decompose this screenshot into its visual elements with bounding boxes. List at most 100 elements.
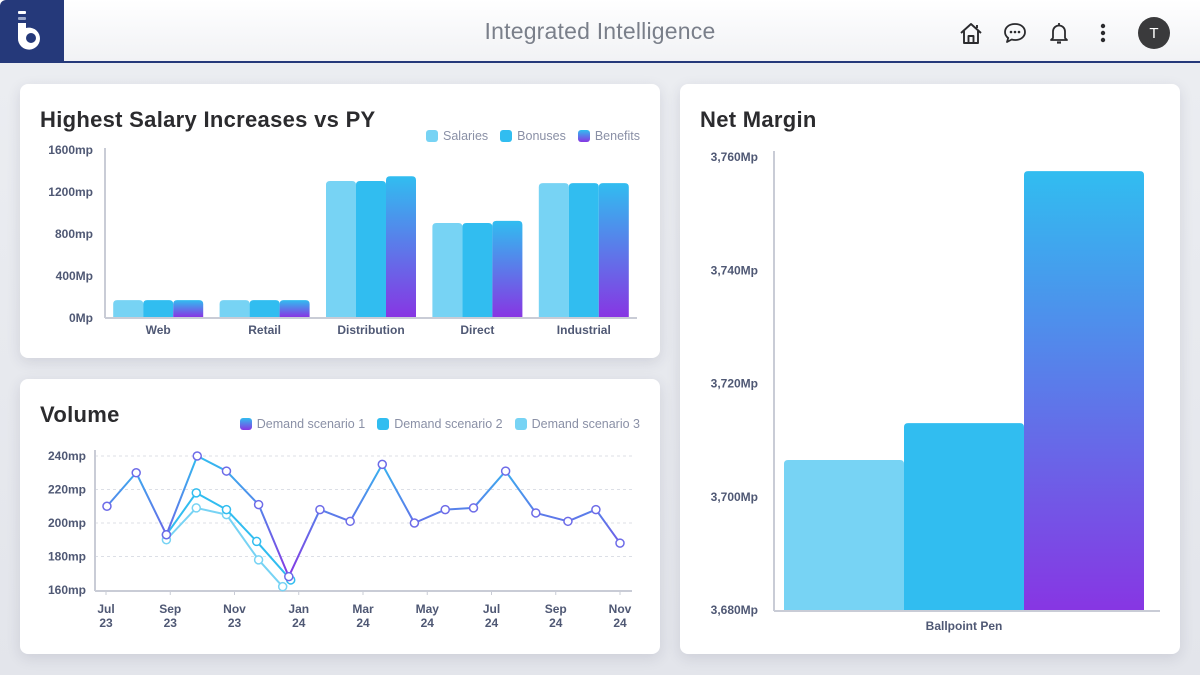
- y-tick-label: 180mp: [48, 550, 86, 564]
- y-tick-label: 200mp: [48, 516, 86, 530]
- margin-bar-3[interactable]: [1024, 171, 1144, 610]
- y-tick-label: 1600mp: [48, 143, 93, 157]
- bar-salaries-distribution[interactable]: [326, 180, 356, 317]
- legend-label: Demand scenario 1: [256, 417, 366, 431]
- salary-increases-card: Highest Salary Increases vs PY Salaries …: [20, 84, 660, 358]
- bar-bonuses-retail[interactable]: [249, 300, 280, 317]
- data-point[interactable]: [468, 503, 479, 513]
- legend-label: Demand scenario 2: [394, 417, 503, 431]
- x-tick-label: Web: [146, 323, 171, 337]
- data-point[interactable]: [531, 508, 541, 518]
- bar-salaries-retail[interactable]: [219, 300, 250, 317]
- chat-button[interactable]: [1002, 20, 1028, 46]
- data-point[interactable]: [377, 459, 388, 470]
- y-tick-label: 3,740Mp: [711, 263, 758, 277]
- net-margin-card-title: Net Margin: [700, 107, 817, 132]
- legend-item-bonuses[interactable]: Bonuses: [500, 129, 566, 143]
- y-tick-label: 800mp: [55, 227, 93, 241]
- bar-bonuses-web[interactable]: [143, 300, 174, 317]
- x-tick-label: 24: [613, 616, 627, 630]
- x-tick-label: 24: [356, 616, 370, 630]
- line-demand-scenario-1[interactable]: [106, 455, 621, 578]
- x-tick-label: Nov: [223, 602, 246, 616]
- data-point[interactable]: [221, 466, 232, 476]
- data-point[interactable]: [253, 555, 264, 565]
- notifications-button[interactable]: [1046, 20, 1072, 46]
- salary-legend: Salaries Bonuses Benefits: [426, 129, 640, 143]
- data-point[interactable]: [253, 499, 264, 510]
- x-tick-label: Jan: [288, 602, 309, 616]
- data-point[interactable]: [131, 468, 141, 478]
- data-point[interactable]: [500, 466, 511, 476]
- more-options-button[interactable]: [1090, 20, 1116, 46]
- salary-chart: 0Mp 400Mp 800mp 1200mp 1600mp Web Retail Distri…: [48, 143, 637, 337]
- data-point[interactable]: [615, 538, 625, 548]
- x-tick-label: 24: [292, 616, 306, 630]
- data-point[interactable]: [563, 516, 573, 527]
- data-point[interactable]: [192, 451, 202, 461]
- top-bar: Integrated Intelligence T: [0, 0, 1200, 63]
- bar-bonuses-industrial[interactable]: [568, 183, 599, 317]
- x-tick-label: May: [416, 602, 440, 616]
- volume-card: Volume Demand scenario 1 Demand scenario…: [20, 379, 660, 654]
- x-tick-label: Jul: [483, 602, 500, 616]
- data-point[interactable]: [409, 518, 420, 528]
- x-tick-label: Direct: [460, 323, 494, 337]
- x-tick-label: Sep: [545, 602, 567, 616]
- data-point[interactable]: [345, 516, 355, 527]
- data-point[interactable]: [102, 501, 112, 511]
- legend-item-salaries[interactable]: Salaries: [426, 129, 488, 143]
- bell-icon: [1050, 23, 1068, 44]
- bar-benefits-retail[interactable]: [279, 300, 310, 317]
- margin-bar-1[interactable]: [784, 459, 904, 610]
- y-tick-label: 3,700Mp: [711, 490, 758, 504]
- y-tick-label: 240mp: [48, 449, 86, 463]
- bar-benefits-distribution[interactable]: [386, 176, 416, 317]
- bonuses-swatch: [500, 130, 513, 142]
- legend-item-benefits[interactable]: Benefits: [577, 129, 640, 143]
- y-tick-label: 160mp: [48, 583, 86, 597]
- legend-label: Benefits: [594, 129, 640, 143]
- data-point[interactable]: [191, 488, 202, 498]
- bar-benefits-direct[interactable]: [492, 220, 523, 317]
- legend-item-scenario-2[interactable]: Demand scenario 2: [377, 417, 503, 431]
- data-point[interactable]: [315, 504, 325, 515]
- y-tick-label: 400Mp: [56, 269, 93, 283]
- y-tick-label: 3,680Mp: [711, 603, 758, 617]
- x-tick-label: Industrial: [557, 323, 611, 337]
- bar-benefits-web[interactable]: [173, 300, 204, 317]
- x-tick-label: 23: [99, 616, 113, 630]
- net-margin-chart: 3,680Mp 3,700Mp 3,720Mp 3,740Mp 3,760Mp Ballp…: [711, 150, 1160, 633]
- data-point[interactable]: [277, 581, 288, 592]
- net-margin-card: Net Margin 3,680Mp 3,700Mp 3,720Mp 3,740Mp 3…: [680, 84, 1180, 654]
- app-logo[interactable]: [0, 0, 64, 63]
- data-point[interactable]: [591, 504, 601, 515]
- margin-bar-2[interactable]: [904, 423, 1024, 610]
- user-avatar[interactable]: T: [1138, 17, 1170, 49]
- bar-salaries-industrial[interactable]: [538, 183, 569, 317]
- legend-label: Demand scenario 3: [531, 417, 640, 431]
- data-point[interactable]: [221, 504, 232, 515]
- bar-salaries-direct[interactable]: [432, 222, 463, 317]
- x-tick-label: Distribution: [337, 323, 404, 337]
- legend-item-scenario-1[interactable]: Demand scenario 1: [239, 417, 366, 431]
- data-point[interactable]: [251, 536, 262, 547]
- legend-label: Salaries: [443, 129, 489, 143]
- y-tick-label: 3,720Mp: [711, 377, 758, 391]
- bar-salaries-web[interactable]: [113, 300, 144, 317]
- bar-benefits-industrial[interactable]: [598, 183, 629, 317]
- data-point[interactable]: [440, 504, 450, 515]
- salaries-swatch: [426, 130, 438, 142]
- x-tick-label: Ballpoint Pen: [926, 619, 1003, 633]
- y-tick-label: 220mp: [48, 483, 86, 497]
- data-point[interactable]: [191, 503, 202, 513]
- bar-bonuses-distribution[interactable]: [356, 180, 386, 317]
- volume-card-title: Volume: [40, 402, 120, 427]
- data-point[interactable]: [161, 529, 172, 540]
- bar-bonuses-direct[interactable]: [462, 222, 493, 317]
- home-button[interactable]: [958, 20, 984, 46]
- legend-item-scenario-3[interactable]: Demand scenario 3: [514, 417, 640, 431]
- header-actions: T: [958, 17, 1170, 49]
- data-point[interactable]: [284, 571, 294, 582]
- logo-icon: [17, 11, 40, 50]
